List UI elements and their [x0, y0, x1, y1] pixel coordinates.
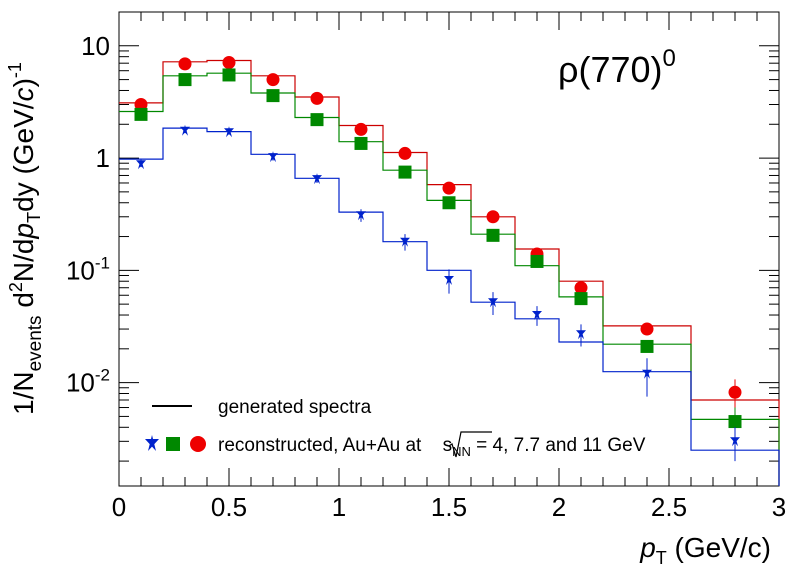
y-tick-label: 1: [96, 143, 110, 173]
data-point-square: [530, 254, 544, 268]
y-title-p7: ): [8, 78, 39, 87]
y-tick-label: 10-1: [66, 253, 110, 285]
data-point-star: [136, 158, 146, 170]
data-point-circle: [486, 210, 500, 224]
x-tick-label: 0.5: [211, 492, 247, 522]
y-title-p6: c: [8, 87, 39, 101]
data-point-square: [574, 292, 588, 306]
x-tick-labels: 0 0.5 1 1.5 2 2.5 3: [112, 492, 786, 522]
y-title-p1: 1/N: [8, 371, 39, 415]
x-tick-label: 3: [772, 492, 786, 522]
x-axis-title-rest: (GeV/c): [667, 532, 771, 563]
data-point-circle: [134, 98, 148, 112]
legend-square-marker: [166, 437, 180, 451]
data-point-square: [728, 415, 742, 429]
data-point-star: [532, 309, 542, 320]
y-title-sup2: 2: [6, 282, 26, 292]
x-axis-title-p: p: [639, 532, 656, 563]
data-point-square: [178, 73, 192, 87]
data-point-circle: [310, 91, 324, 105]
data-point-star: [180, 124, 190, 136]
particle-annotation-sup: 0: [663, 45, 676, 72]
y-tick-label-exp: -2: [95, 366, 110, 385]
x-axis-title: pT (GeV/c): [639, 532, 771, 568]
y-title-p3: N/d: [8, 238, 39, 282]
data-point-circle: [728, 385, 742, 399]
x-tick-label: 1: [332, 492, 346, 522]
data-point-star: [576, 328, 586, 340]
data-point-square: [134, 107, 148, 121]
data-point-circle: [354, 122, 368, 136]
data-point-square: [222, 68, 236, 82]
data-point-star: [356, 209, 366, 221]
data-point-circle: [640, 322, 654, 336]
legend: generated spectra reconstructed, Au+Au a…: [145, 397, 646, 459]
data-point-star: [444, 274, 454, 285]
y-title-sub1: events: [25, 315, 46, 371]
data-point-star: [224, 126, 234, 138]
data-point-circle: [398, 146, 412, 160]
data-point-square: [640, 339, 654, 353]
histogram-line: [119, 127, 780, 486]
y-title-p5: dy (GeV/: [8, 101, 39, 212]
legend-circle-marker: [190, 436, 206, 452]
legend-line-label: generated spectra: [218, 397, 372, 418]
x-tick-label: 1.5: [431, 492, 467, 522]
data-point-star: [730, 435, 740, 447]
data-point-star: [312, 173, 322, 185]
data-point-square: [266, 89, 280, 103]
data-point-circle: [222, 55, 236, 69]
data-point-square: [310, 113, 324, 127]
y-tick-label-base: 10: [66, 368, 95, 398]
legend-marker-label: reconstructed, Au+Au at sNN = 4, 7.7 and…: [218, 435, 646, 459]
legend-sqrt-sign: [448, 431, 492, 458]
data-point-star: [268, 151, 278, 163]
data-point-circle: [574, 281, 588, 295]
data-point-star: [642, 367, 652, 379]
data-point-square: [442, 196, 456, 210]
x-tick-label: 0: [112, 492, 126, 522]
x-axis-title-sub: T: [656, 548, 667, 568]
y-tick-label-exp: -1: [95, 253, 110, 272]
y-title-p2: d: [8, 292, 39, 315]
histogram-line: [119, 72, 780, 486]
y-axis-title: 1/Nevents d2N/dpTdy (GeV/c)-1: [5, 62, 46, 415]
legend-marker-label-prefix: reconstructed, Au+Au at: [218, 435, 427, 456]
data-point-circle: [442, 181, 456, 195]
data-point-square: [486, 228, 500, 242]
data-point-star: [488, 296, 498, 308]
x-tick-label: 2: [552, 492, 566, 522]
y-title-sub4: T: [24, 212, 44, 223]
y-tick-label-base: 10: [66, 255, 95, 285]
reconstructed-points: [134, 55, 742, 462]
particle-annotation: ρ(770)0: [558, 45, 676, 90]
particle-annotation-base: ρ(770): [558, 49, 663, 90]
y-tick-label: 10-2: [66, 366, 110, 398]
legend-star-marker: [145, 435, 159, 451]
legend-marker-label-suffix: = 4, 7.7 and 11 GeV: [471, 435, 646, 456]
y-tick-label: 10: [81, 31, 110, 61]
legend-sqrt-s: s: [443, 435, 453, 456]
axis-ticks: [118, 11, 780, 486]
y-title-sup7: -1: [5, 62, 25, 78]
data-point-square: [354, 136, 368, 150]
y-title-p4: p: [8, 223, 39, 240]
data-point-square: [398, 165, 412, 179]
data-point-circle: [266, 73, 280, 87]
x-tick-label: 2.5: [651, 492, 687, 522]
generated-histograms: [119, 59, 780, 486]
data-point-star: [400, 235, 410, 247]
data-point-circle: [178, 57, 192, 71]
